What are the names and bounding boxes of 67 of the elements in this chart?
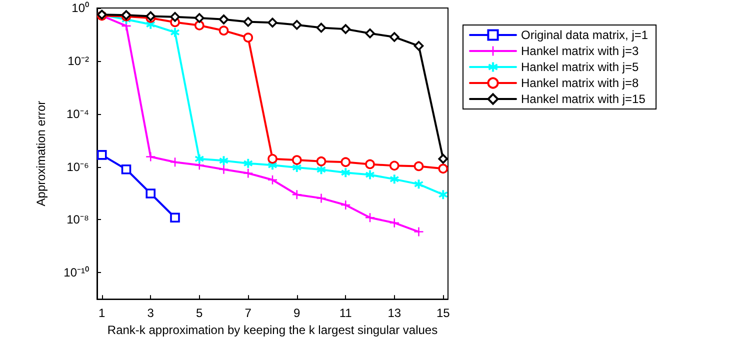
point xyxy=(170,28,180,37)
point xyxy=(341,168,350,178)
legend-label: Hankel matrix with j=5 xyxy=(521,60,640,74)
point xyxy=(292,190,302,200)
point xyxy=(243,16,254,27)
x-tick-label: 5 xyxy=(196,306,204,320)
point xyxy=(244,158,253,168)
point xyxy=(438,154,448,164)
y-axis-title: Approximation error xyxy=(34,100,48,206)
y-tick-label: 10⁻⁶ xyxy=(66,160,90,174)
point xyxy=(194,154,204,164)
point xyxy=(146,152,156,162)
point xyxy=(292,155,302,165)
point xyxy=(390,174,399,184)
y-tick-label: 10⁻⁸ xyxy=(66,212,89,227)
point xyxy=(96,150,107,160)
point xyxy=(316,156,326,166)
x-tick-label: 15 xyxy=(436,306,450,320)
point xyxy=(170,12,180,22)
point xyxy=(194,20,204,30)
point xyxy=(390,218,399,228)
legend-label: Hankel matrix with j=3 xyxy=(521,44,640,58)
legend-label: Original data matrix, j=1 xyxy=(521,28,648,42)
point xyxy=(389,160,400,171)
point xyxy=(414,161,424,172)
point xyxy=(414,227,424,236)
point xyxy=(146,188,156,198)
point xyxy=(341,200,350,210)
point xyxy=(268,175,277,184)
point xyxy=(366,170,374,180)
point xyxy=(218,14,229,24)
point xyxy=(389,32,400,42)
point xyxy=(218,26,229,36)
point xyxy=(365,28,375,38)
x-tick-label: 3 xyxy=(147,306,154,320)
y-tick-label: 10⁻⁴ xyxy=(66,106,89,121)
point xyxy=(219,156,228,166)
point xyxy=(121,164,132,174)
point xyxy=(438,190,448,200)
point xyxy=(268,18,278,28)
point xyxy=(219,164,228,174)
x-tick-label: 1 xyxy=(98,306,106,320)
point xyxy=(340,157,351,168)
y-tick-label: 10⁰ xyxy=(72,1,89,15)
point xyxy=(316,22,326,33)
x-tick-label: 7 xyxy=(244,306,252,320)
point xyxy=(365,159,375,170)
legend-label: Hankel matrix with j=8 xyxy=(521,76,640,90)
point xyxy=(414,180,424,189)
x-tick-label: 9 xyxy=(294,306,301,320)
point xyxy=(414,40,424,51)
point xyxy=(438,164,448,174)
point xyxy=(292,20,302,30)
point xyxy=(316,194,326,203)
legend-label: Hankel matrix with j=15 xyxy=(521,92,646,106)
point xyxy=(340,24,351,34)
point xyxy=(243,32,254,43)
point xyxy=(170,158,180,167)
point xyxy=(244,168,253,178)
point xyxy=(170,212,180,223)
y-tick-label: 10⁻² xyxy=(68,54,90,68)
x-tick-label: 13 xyxy=(388,306,402,320)
point xyxy=(268,154,278,164)
point xyxy=(194,13,204,23)
y-tick-label: 10⁻¹⁰ xyxy=(64,266,89,280)
x-axis-title: Rank-k approximation by keeping the k largest singular values xyxy=(107,323,438,337)
x-tick-label: 11 xyxy=(339,306,352,320)
